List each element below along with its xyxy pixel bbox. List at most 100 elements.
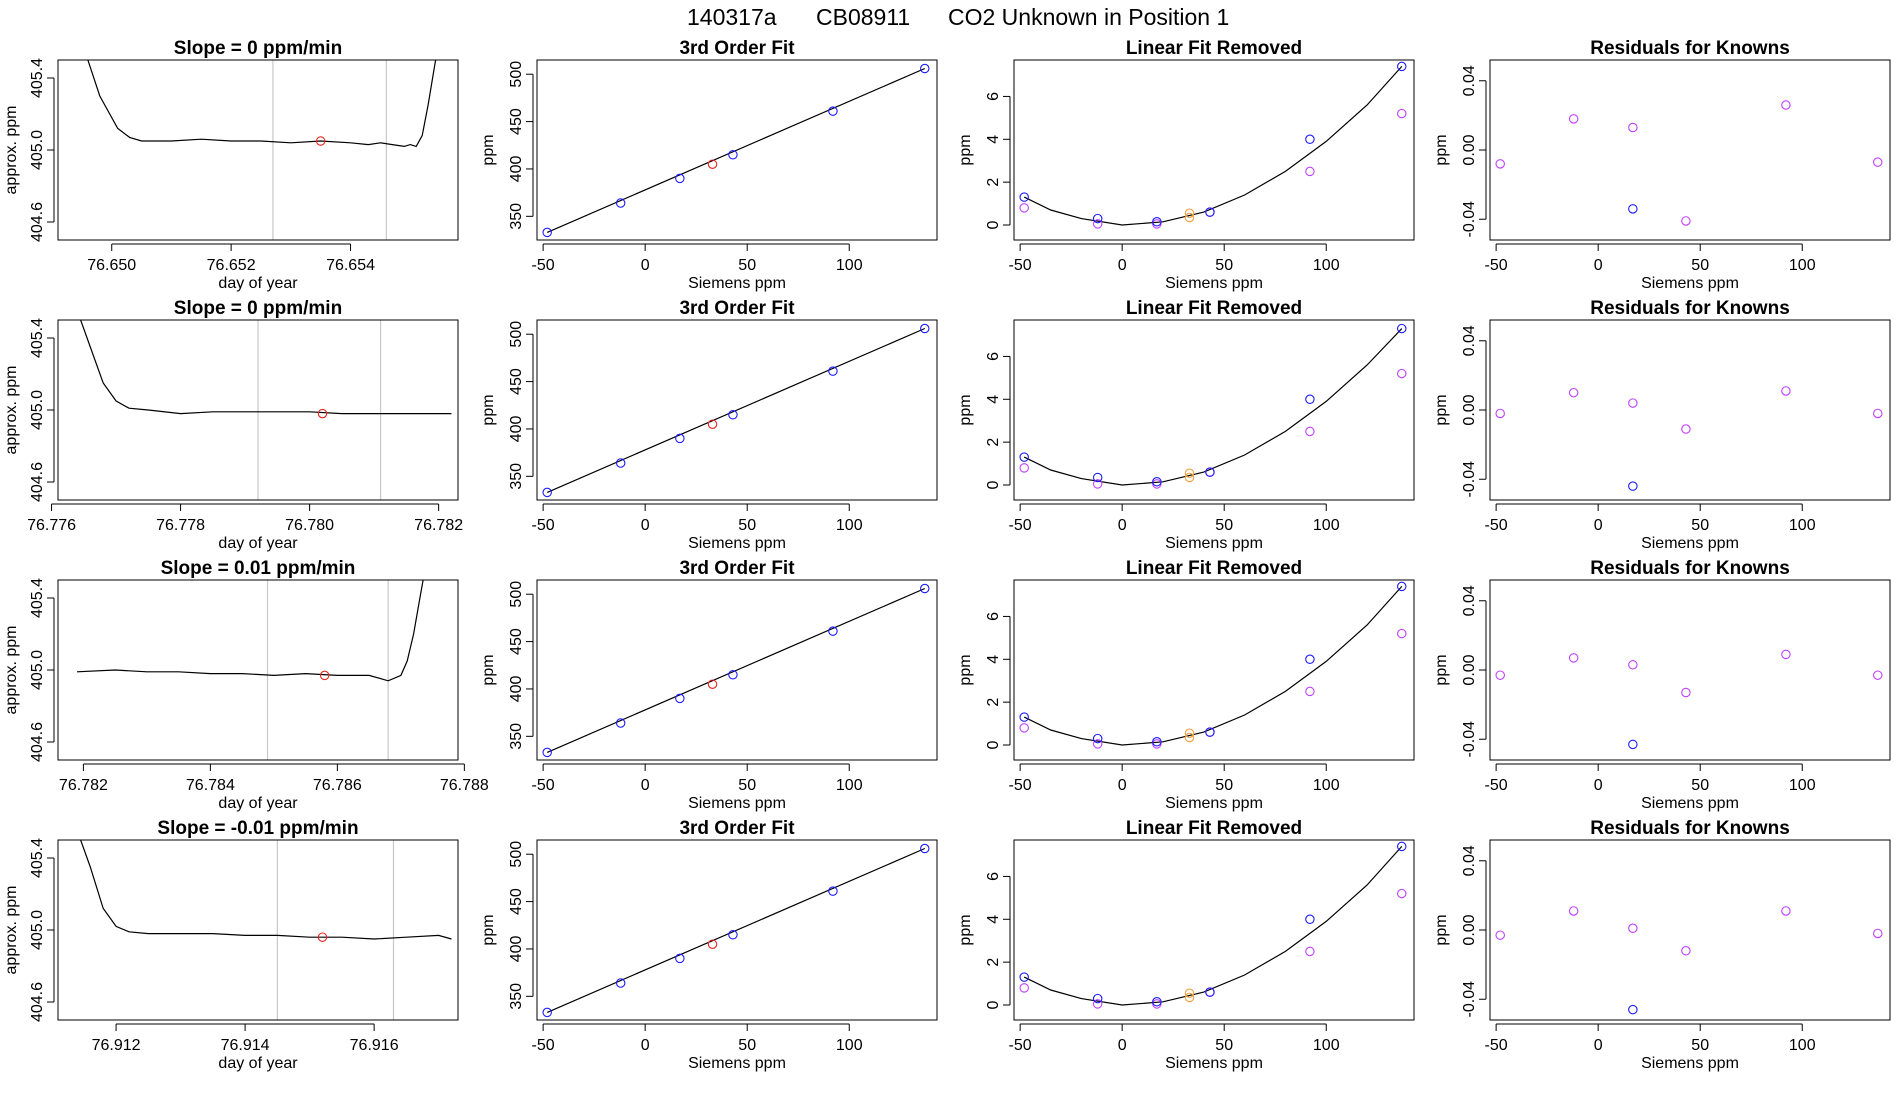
known-point <box>1092 993 1103 1004</box>
known-point <box>828 366 838 376</box>
known-alt-point <box>1019 463 1029 473</box>
panel-title: Residuals for Knowns <box>1590 558 1790 579</box>
y-tick-label: 500 <box>508 841 525 868</box>
known-point <box>1092 472 1103 483</box>
residual-point <box>1495 159 1505 169</box>
plot-area <box>87 60 437 148</box>
y-tick-label: -0.04 <box>1461 721 1478 758</box>
unknown-point <box>707 679 718 689</box>
x-axis-label: Siemens ppm <box>688 275 786 292</box>
known-point <box>1305 134 1315 145</box>
plot-area <box>542 323 930 498</box>
unknown-point <box>1184 468 1195 478</box>
known-point <box>1019 452 1029 462</box>
plot-box <box>536 59 938 241</box>
y-axis-label: approx. ppm <box>3 886 20 975</box>
known-alt-point <box>1019 723 1029 733</box>
x-tick-label: 50 <box>738 1037 756 1054</box>
x-tick-label: -50 <box>1485 777 1508 794</box>
panel-time-row-3: Slope = 0.01 ppm/min 76.782 76.784 76.786 76… <box>3 558 489 812</box>
x-axis-label: Siemens ppm <box>688 795 786 812</box>
y-tick-label: 405.4 <box>29 318 46 358</box>
x-axis-label: Siemens ppm <box>1165 1055 1263 1072</box>
known-point <box>1092 733 1103 744</box>
x-tick-label: 0 <box>1118 257 1127 274</box>
plot-box <box>1489 579 1891 761</box>
residual-point <box>1781 649 1791 660</box>
plot-area <box>79 320 452 419</box>
known-point <box>828 886 838 896</box>
plot-box <box>57 319 459 501</box>
x-tick-label: 76.788 <box>440 777 489 794</box>
y-tick-label: 0.00 <box>1461 654 1478 685</box>
x-axis-label: day of year <box>218 795 298 812</box>
x-tick-label: 50 <box>1691 517 1709 534</box>
unknown-alt-point <box>1184 472 1195 483</box>
sample-point <box>319 670 330 681</box>
x-tick-label: 0 <box>1118 1037 1127 1054</box>
x-tick-label: 50 <box>1215 257 1233 274</box>
panel-linear_removed-row-4: Linear Fit Removed -50 0 50 100 0 2 4 6 Siemens p… <box>957 818 1415 1072</box>
residual-point <box>1781 100 1791 110</box>
residual-point <box>1495 930 1505 940</box>
x-tick-label: 76.916 <box>350 1037 399 1054</box>
y-axis-label: ppm <box>1433 134 1450 165</box>
y-tick-label: 0.04 <box>1461 585 1478 616</box>
x-tick-label: -50 <box>1009 777 1032 794</box>
residual-point <box>1781 386 1791 396</box>
known-point <box>542 487 552 498</box>
known-point <box>1205 467 1215 477</box>
y-axis-label: approx. ppm <box>3 106 20 195</box>
known-alt-point <box>1152 219 1162 229</box>
panel-title: Linear Fit Removed <box>1126 558 1302 579</box>
x-tick-label: -50 <box>1009 1037 1032 1054</box>
x-axis-label: Siemens ppm <box>1641 1055 1739 1072</box>
plot-area <box>542 583 930 758</box>
x-tick-label: 100 <box>1313 1037 1340 1054</box>
known-point <box>675 433 685 444</box>
y-axis-label: approx. ppm <box>3 366 20 455</box>
x-axis-label: Siemens ppm <box>1641 275 1739 292</box>
y-tick-label: 6 <box>985 872 1002 881</box>
x-tick-label: 0 <box>641 1037 650 1054</box>
y-tick-label: 450 <box>508 368 525 395</box>
x-tick-label: 0 <box>1594 257 1603 274</box>
known-point <box>1152 477 1162 487</box>
y-tick-label: 2 <box>985 958 1002 967</box>
x-tick-label: 50 <box>1691 777 1709 794</box>
plot-box <box>1013 319 1415 501</box>
y-tick-label: -0.04 <box>1461 981 1478 1018</box>
plot-box <box>536 839 938 1021</box>
y-tick-label: 405.4 <box>29 838 46 878</box>
plot-box <box>536 319 938 501</box>
x-axis-label: day of year <box>218 275 298 292</box>
y-tick-label: 405.0 <box>29 130 46 170</box>
y-axis-label: ppm <box>480 134 497 165</box>
y-axis-label: ppm <box>1433 394 1450 425</box>
known-point <box>1397 841 1407 852</box>
y-tick-label: 0 <box>985 480 1002 489</box>
known-point <box>1397 581 1407 592</box>
panel-title: Slope = 0 ppm/min <box>174 38 342 59</box>
panel-title: Linear Fit Removed <box>1126 818 1302 839</box>
known-point <box>675 173 685 184</box>
known-alt-point <box>1092 479 1103 489</box>
residual-point <box>1873 928 1883 939</box>
x-tick-label: 100 <box>1313 777 1340 794</box>
known-alt-point <box>1397 888 1407 899</box>
y-tick-label: 0.00 <box>1461 914 1478 945</box>
y-tick-label: 0.04 <box>1461 845 1478 876</box>
y-axis-label: ppm <box>1433 914 1450 945</box>
known-alt-point <box>1092 739 1103 749</box>
y-tick-label: 404.6 <box>29 982 46 1022</box>
x-tick-label: 100 <box>1789 257 1816 274</box>
figure-title-tank: CB08911 <box>816 4 910 30</box>
panel-title: 3rd Order Fit <box>679 818 795 839</box>
panel-residuals-row-1: Residuals for Knowns -50 0 50 100 -0.04 0.00 0.… <box>1433 38 1891 292</box>
known-alt-point <box>1305 426 1315 437</box>
plot-box <box>1013 579 1415 761</box>
x-tick-label: 100 <box>1789 1037 1816 1054</box>
unknown-point <box>707 939 718 949</box>
residual-known-point <box>1628 481 1638 491</box>
y-axis-label: ppm <box>480 394 497 425</box>
